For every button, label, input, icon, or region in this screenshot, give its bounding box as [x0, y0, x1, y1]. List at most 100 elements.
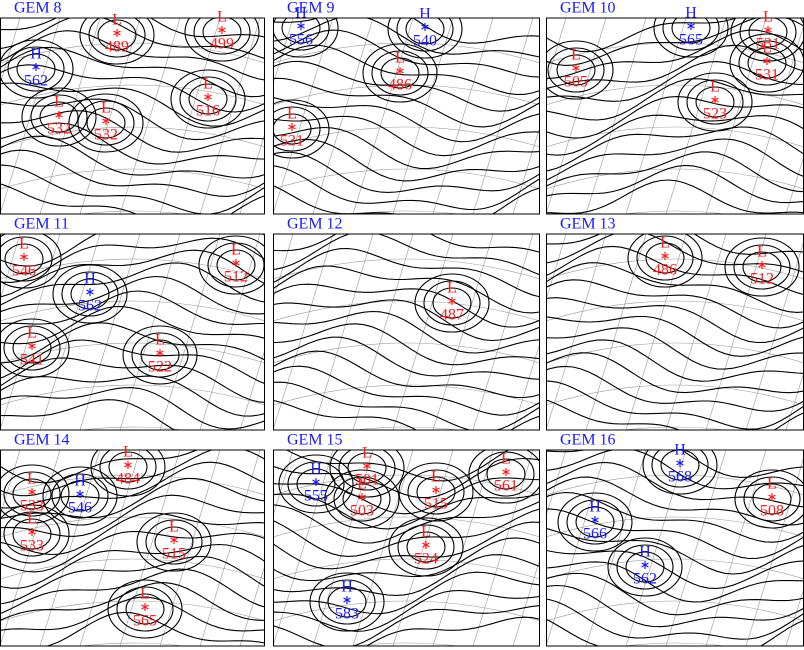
center-marker [432, 487, 440, 493]
contour [0, 494, 265, 537]
parallel [78, 426, 187, 430]
pressure-center: H 546 [68, 473, 92, 517]
pressure-center: L 512 [750, 244, 774, 288]
contour [0, 122, 265, 165]
contour [546, 461, 804, 508]
center-value: 562 [24, 73, 48, 90]
closed-contour [154, 526, 194, 558]
closed-contour [3, 325, 61, 371]
closed-contour [145, 519, 203, 565]
meridian [239, 348, 265, 430]
contour [546, 549, 804, 589]
parallel [546, 600, 804, 622]
center-value: 583 [335, 606, 359, 623]
closed-contour [88, 18, 146, 58]
parallel [273, 516, 540, 538]
center-marker [28, 489, 36, 495]
map-frame [0, 17, 265, 215]
closed-contour [116, 586, 174, 632]
center-value: 533 [20, 538, 44, 555]
meridian [0, 234, 21, 302]
center-type: L [169, 519, 179, 536]
parallel [352, 210, 461, 214]
parallel [546, 168, 804, 190]
closed-contour [3, 511, 61, 557]
closed-contour [677, 72, 753, 132]
closed-contour [627, 234, 703, 288]
map-panel: GEM 12 L 487 [273, 216, 540, 431]
contour [273, 365, 540, 416]
meridian [512, 557, 540, 646]
contour [0, 290, 265, 325]
contour [273, 247, 540, 298]
contour [0, 582, 265, 621]
center-type: L [155, 332, 165, 349]
parallel [0, 300, 265, 322]
closed-contour [468, 450, 540, 504]
contour [546, 44, 804, 89]
center-value: 524 [414, 551, 438, 568]
center-value: 531 [755, 67, 779, 84]
contour [0, 249, 265, 298]
center-value: 561 [494, 478, 518, 495]
map-frame [273, 17, 540, 215]
parallel [0, 558, 265, 580]
contour [546, 245, 804, 296]
center-type: L [27, 511, 37, 528]
center-marker [758, 262, 766, 268]
parallel [273, 558, 540, 580]
contour [273, 399, 540, 430]
closed-contour [662, 18, 720, 51]
contour [0, 543, 265, 589]
closed-contour [42, 466, 118, 526]
parallel [622, 642, 728, 646]
meridian [273, 450, 334, 646]
map-body [0, 18, 265, 214]
closed-contour [416, 476, 456, 508]
pressure-center: L 484 [116, 444, 140, 488]
pressure-center: L 533 [20, 471, 44, 515]
closed-contour [398, 462, 474, 522]
closed-contour [342, 483, 382, 515]
closed-contour [273, 106, 321, 152]
meridian [665, 234, 727, 430]
center-marker [661, 253, 669, 259]
closed-contour [278, 454, 354, 514]
center-type: L [763, 9, 773, 26]
center-value: 515 [424, 496, 448, 513]
closed-contour [566, 499, 624, 545]
pressure-center: L 505 [564, 47, 588, 91]
contour [273, 29, 540, 78]
closed-contour [188, 83, 228, 115]
contour [273, 151, 540, 193]
contour [0, 164, 265, 214]
closed-contour [51, 473, 109, 519]
pressure-center: H 568 [668, 442, 692, 486]
center-value: 565 [679, 32, 703, 49]
contour [273, 283, 540, 328]
meridian [39, 234, 101, 430]
center-value: 516 [196, 103, 220, 120]
closed-contour [21, 87, 97, 147]
closed-contour [653, 18, 729, 58]
contour [273, 299, 540, 342]
center-marker [448, 298, 456, 304]
parallel [0, 600, 265, 622]
pressure-center: H 555 [304, 461, 328, 505]
center-value: 512 [750, 271, 774, 288]
center-marker [591, 517, 599, 523]
pressure-center: L 531 [755, 40, 779, 84]
contour [546, 450, 804, 490]
pressure-center: L 561 [494, 451, 518, 495]
center-value: 566 [583, 526, 607, 543]
closed-contour [90, 450, 166, 497]
center-value: 505 [564, 74, 588, 91]
closed-contour [329, 450, 405, 498]
contour [0, 555, 265, 605]
closed-contour [671, 18, 711, 44]
contour [273, 44, 540, 95]
closed-contour [7, 46, 65, 92]
center-value: 562 [78, 298, 102, 315]
